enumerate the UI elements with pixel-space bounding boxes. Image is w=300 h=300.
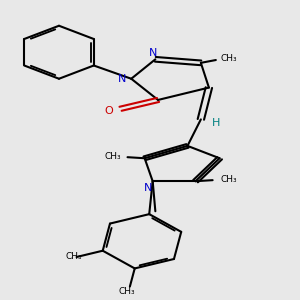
Text: H: H [212,118,220,128]
Text: CH₃: CH₃ [220,175,237,184]
Text: CH₃: CH₃ [119,287,136,296]
Text: CH₃: CH₃ [104,152,121,161]
Text: N: N [117,74,126,84]
Text: CH₃: CH₃ [220,54,237,63]
Text: CH₃: CH₃ [66,253,82,262]
Text: N: N [144,183,153,193]
Text: O: O [104,106,113,116]
Text: N: N [148,48,157,58]
